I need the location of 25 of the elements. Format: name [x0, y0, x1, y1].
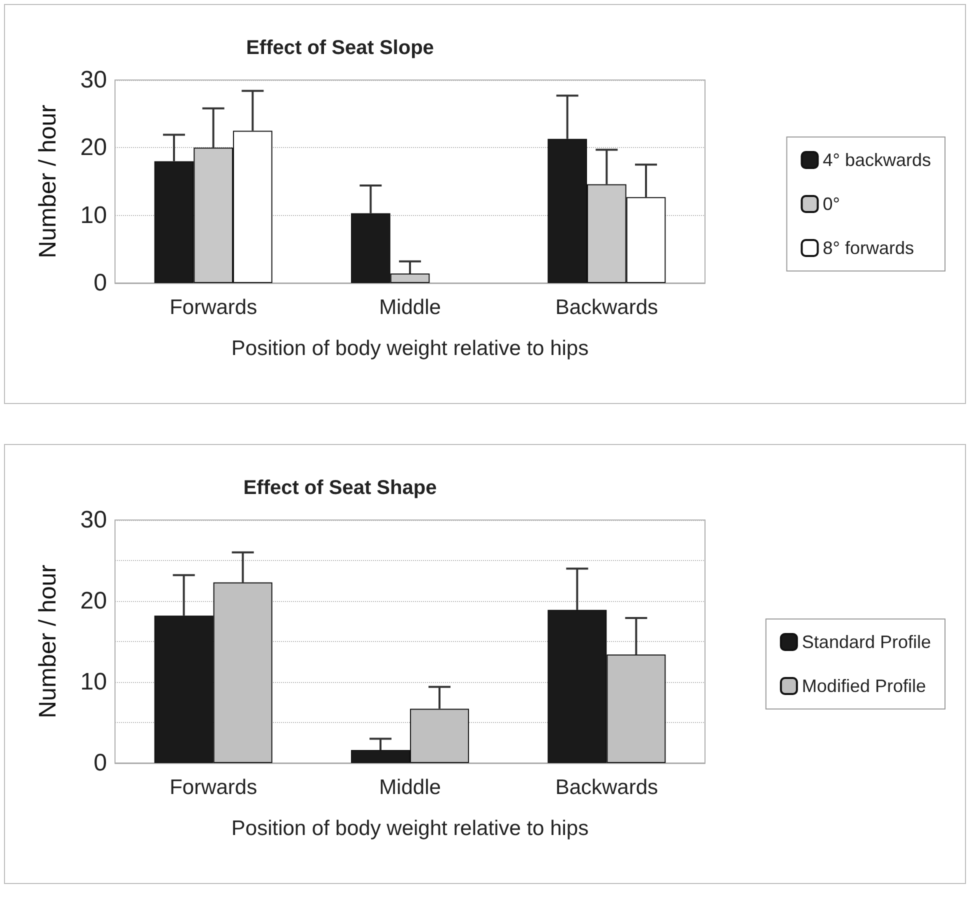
x-tick-label: Middle: [379, 776, 441, 799]
y-axis-title: Number / hour: [34, 104, 62, 258]
y-tick-label: 0: [94, 750, 107, 776]
y-tick-label: 0: [94, 270, 107, 296]
legend-label: 4° backwards: [822, 150, 932, 170]
x-tick-label: Middle: [379, 296, 441, 319]
x-tick-label: Backwards: [555, 296, 658, 319]
y-axis-title: Number / hour: [34, 564, 62, 718]
x-axis-title: Position of body weight relative to hips: [231, 337, 589, 360]
chart-title: Effect of Seat Shape: [243, 477, 437, 499]
legend-label: Modified Profile: [802, 676, 926, 696]
chart-title: Effect of Seat Slope: [246, 37, 434, 59]
x-tick-label: Backwards: [555, 776, 658, 799]
legend-label: 8° forwards: [822, 238, 914, 258]
y-tick-label: 30: [80, 66, 107, 94]
y-tick-label: 20: [80, 588, 107, 614]
y-tick-label: 30: [80, 506, 107, 534]
y-tick-label: 20: [80, 134, 107, 162]
legend-label: 0°: [822, 194, 840, 214]
x-axis-title: Position of body weight relative to hips: [231, 817, 589, 840]
x-tick-label: Forwards: [170, 296, 258, 319]
x-tick-label: Forwards: [170, 776, 258, 799]
legend-label: Standard Profile: [802, 632, 931, 652]
y-tick-label: 10: [80, 202, 107, 229]
y-tick-label: 10: [80, 668, 107, 696]
